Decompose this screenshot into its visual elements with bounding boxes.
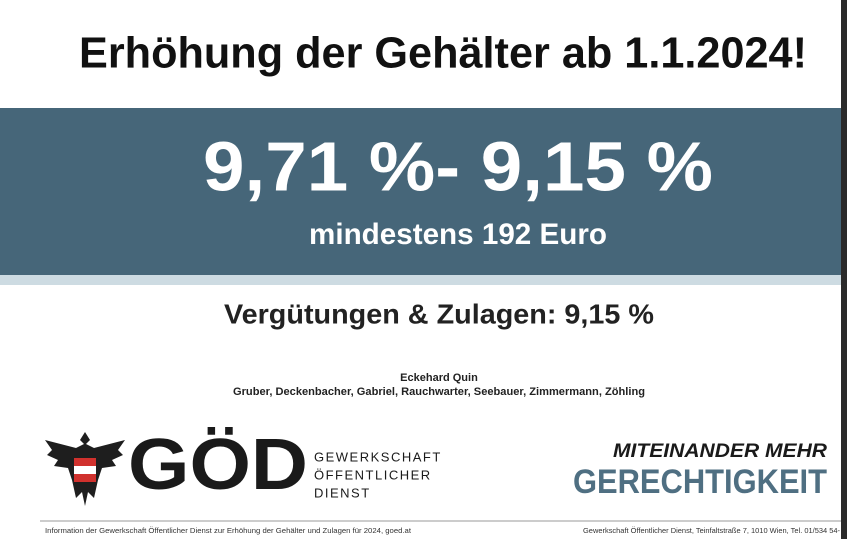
names-line: Gruber, Deckenbacher, Gabriel, Rauchwart… (233, 386, 645, 398)
names-line: Eckehard Quin (400, 372, 478, 384)
headline: 9,71 %- 9,15 % (203, 127, 713, 205)
eagle-icon (45, 432, 125, 506)
logo-line: DIENST (314, 485, 371, 500)
banner-strip (0, 275, 841, 285)
footer-right: Gewerkschaft Öffentlicher Dienst, Teinfa… (583, 526, 840, 535)
subline: mindestens 192 Euro (309, 218, 607, 251)
logo-line: GEWERKSCHAFT (314, 449, 442, 464)
footer-left: Information der Gewerkschaft Öffentliche… (45, 526, 412, 535)
logo-line: ÖFFENTLICHER (314, 467, 432, 482)
banner (0, 108, 841, 275)
slogan-line: MITEINANDER MEHR (613, 441, 827, 462)
screen-edge (841, 0, 847, 539)
section-text: Vergütungen & Zulagen: 9,15 % (224, 298, 654, 329)
logo-mark: GÖD (128, 425, 308, 505)
title: Erhöhung der Gehälter ab 1.1.2024! (79, 29, 807, 78)
slogan-line: GERECHTIGKEIT (573, 463, 827, 501)
